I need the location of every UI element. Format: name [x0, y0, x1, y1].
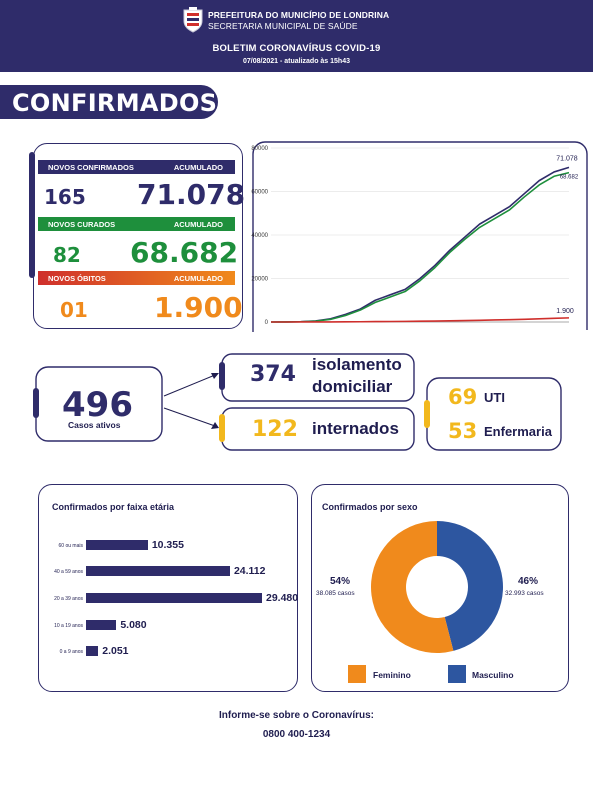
confirmed-new: 165 [44, 185, 86, 209]
bulletin-date: 07/08/2021 - atualizado às 15h43 [242, 58, 350, 65]
age-bar [86, 593, 262, 603]
hospital-label: internados [312, 419, 399, 438]
y-tick-label: 40000 [251, 233, 268, 239]
series-line-0 [270, 166, 570, 323]
age-category-label: 20 a 39 anos [54, 596, 83, 602]
age-category-label: 60 ou mais [58, 543, 83, 549]
recovered-header-total: ACUMULADO [173, 220, 223, 229]
donut-slice-masculino [437, 521, 503, 651]
series-end-label-2: 1.900 [556, 308, 574, 315]
y-tick-label: 80000 [251, 146, 268, 152]
series-line-1 [270, 171, 570, 323]
age-category-label: 0 a 9 anos [59, 649, 83, 655]
age-value-label: 24.112 [233, 565, 266, 577]
age-value-label: 10.355 [151, 539, 184, 551]
legend-male-label: Masculino [472, 670, 514, 680]
age-value-label: 29.480 [266, 592, 299, 604]
hospital-accent-bar [219, 414, 225, 442]
deaths-total: 1.900 [154, 291, 243, 324]
uti-label: UTI [484, 390, 505, 405]
legend-female-swatch [348, 665, 366, 683]
male-count: 32.993 casos [505, 590, 544, 597]
y-tick-label: 20000 [251, 277, 268, 283]
footer-phone: 0800 400-1234 [262, 729, 331, 740]
age-category-label: 40 a 59 anos [54, 569, 83, 575]
city-crest-icon [183, 7, 203, 33]
y-tick-label: 60000 [251, 190, 268, 196]
footer-info: Informe-se sobre o Coronavírus: [218, 710, 375, 721]
arrow-to-isolation [163, 373, 219, 397]
y-tick-label: 0 [265, 320, 269, 326]
cumulative-line-chart: 80000 60000 40000 20000 0 71.078 68.682 1.900 [251, 141, 588, 332]
isolation-label-1: isolamento [312, 355, 402, 374]
recovered-new: 82 [53, 243, 81, 267]
age-chart-title: Confirmados por faixa etária [52, 502, 175, 512]
header-line2: SECRETARIA MUNICIPAL DE SAÚDE [208, 21, 358, 31]
arrow-to-hospital [163, 407, 219, 429]
age-value-label: 5.080 [120, 619, 147, 631]
isolation-label-2: domiciliar [312, 377, 393, 396]
confirmed-total: 71.078 [137, 178, 246, 211]
female-pct: 54% [330, 576, 351, 587]
stats-accent-bar [29, 152, 35, 278]
confirmed-header-total: ACUMULADO [173, 163, 223, 172]
deaths-header-total: ACUMULADO [173, 274, 223, 283]
isolation-count: 374 [250, 362, 296, 387]
stats-panel [33, 143, 243, 329]
hospital-count: 122 [252, 417, 298, 442]
recovered-total: 68.682 [130, 236, 239, 269]
header-line1: PREFEITURA DO MUNICÍPIO DE LONDRINA [208, 10, 390, 20]
isolation-accent-bar [219, 362, 225, 390]
age-bar [86, 620, 117, 630]
recovered-header: NOVOS CURADOS ACUMULADO [38, 217, 235, 231]
recovered-header-label: NOVOS CURADOS [48, 220, 116, 229]
age-bar [86, 540, 148, 550]
series-end-label-1: 68.682 [560, 175, 579, 181]
active-count: 496 [62, 385, 133, 425]
sex-chart-title: Confirmados por sexo [322, 502, 418, 512]
age-bar [86, 566, 230, 576]
deaths-new: 01 [60, 298, 88, 322]
section-banner: CONFIRMADOS [0, 85, 218, 119]
active-accent-bar [33, 388, 39, 418]
donut-slice-feminino [371, 521, 454, 653]
uti-count: 69 [448, 385, 478, 409]
confirmed-header: NOVOS CONFIRMADOS ACUMULADO [38, 160, 235, 174]
confirmed-header-label: NOVOS CONFIRMADOS [48, 163, 134, 172]
female-count: 38.085 casos [316, 590, 355, 597]
section-title: CONFIRMADOS [12, 89, 218, 117]
age-value-label: 2.051 [102, 645, 129, 657]
deaths-header: NOVOS ÓBITOS ACUMULADO [38, 271, 235, 285]
age-category-label: 10 a 19 anos [54, 623, 83, 629]
male-pct: 46% [518, 576, 539, 587]
ward-label: Enfermaria [484, 424, 552, 439]
ward-count: 53 [448, 419, 478, 443]
series-end-label-0: 71.078 [556, 155, 578, 162]
legend-male-swatch [448, 665, 466, 683]
series-line-2 [270, 317, 570, 323]
header: PREFEITURA DO MUNICÍPIO DE LONDRINA SECR… [0, 0, 593, 72]
legend-female-label: Feminino [373, 670, 411, 680]
sex-donut-chart [371, 521, 503, 653]
active-label: Casos ativos [68, 420, 121, 430]
bulletin-title: BOLETIM CORONAVÍRUS COVID-19 [212, 43, 381, 54]
beds-accent-bar [424, 400, 430, 428]
deaths-header-label: NOVOS ÓBITOS [48, 274, 106, 283]
age-bar [86, 646, 99, 656]
age-chart-panel [38, 484, 298, 692]
sex-chart-panel [311, 484, 569, 692]
